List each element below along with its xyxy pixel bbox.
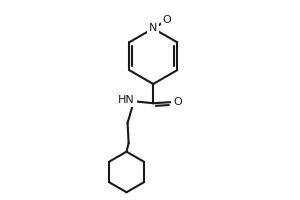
Text: O: O [173,97,182,107]
Text: O: O [163,15,172,25]
Text: N: N [149,23,158,33]
Text: HN: HN [118,95,135,105]
